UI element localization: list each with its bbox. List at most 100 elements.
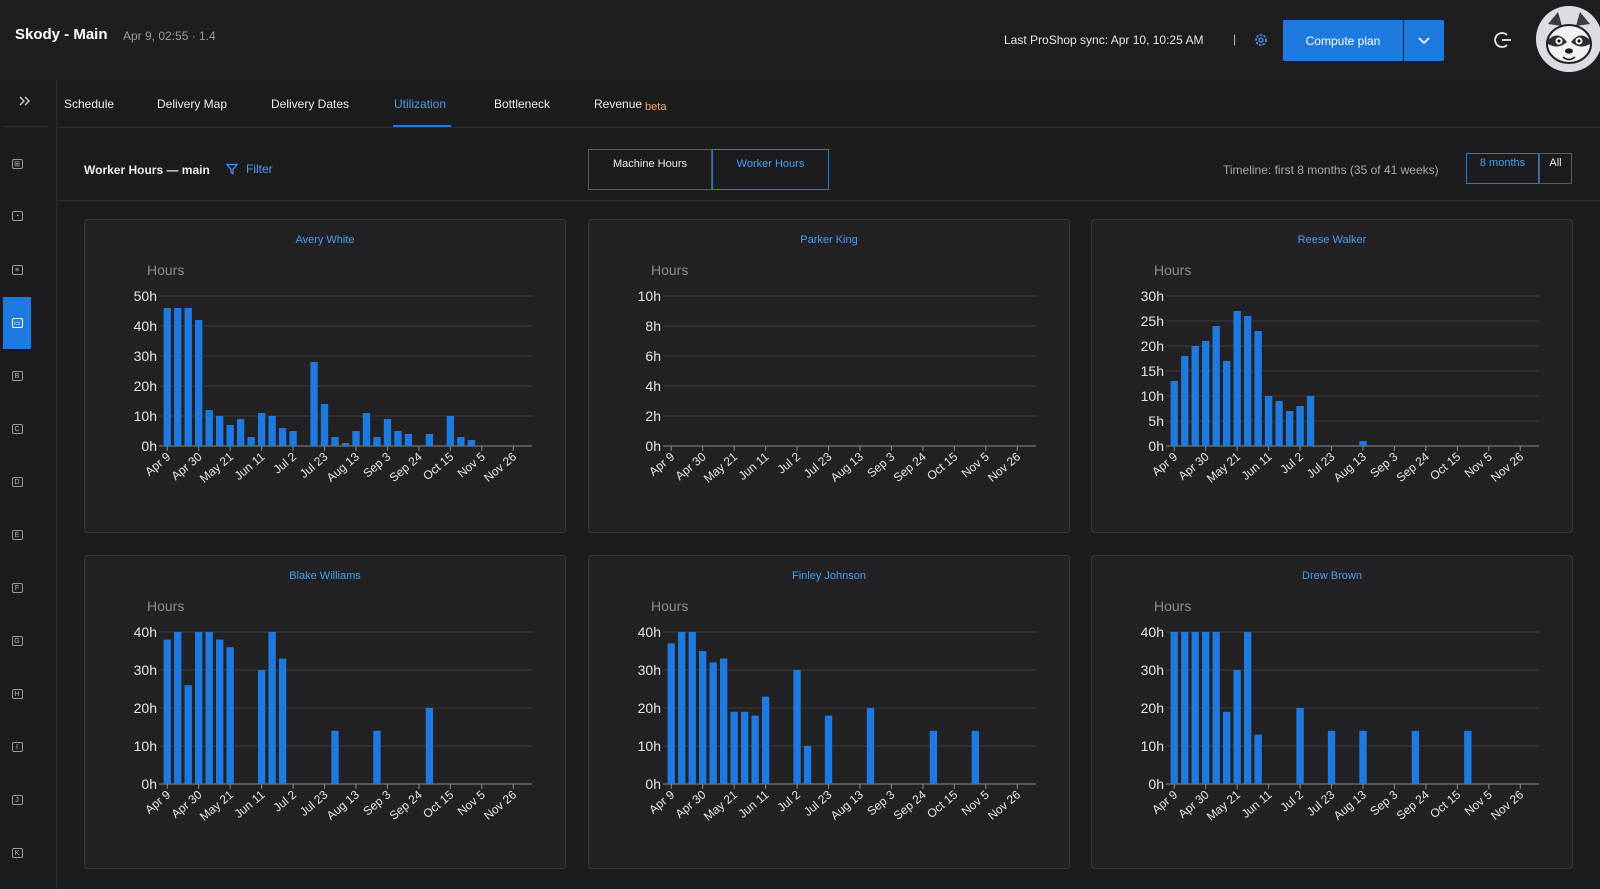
bar[interactable]	[1233, 670, 1241, 784]
bar[interactable]	[184, 685, 192, 784]
bar[interactable]	[688, 632, 696, 784]
bar[interactable]	[761, 696, 770, 784]
sidebar-item-g[interactable]: G	[3, 615, 31, 667]
tab-bottleneck[interactable]: Bottleneck	[494, 97, 551, 111]
bar[interactable]	[257, 413, 266, 446]
sidebar-item-j[interactable]: J	[3, 774, 31, 826]
bar[interactable]	[205, 632, 213, 784]
bar[interactable]	[1254, 331, 1262, 446]
bar[interactable]	[740, 711, 749, 784]
bar[interactable]	[1191, 346, 1199, 446]
sidebar-item-f[interactable]: F	[3, 562, 31, 614]
bar[interactable]	[174, 308, 182, 446]
bar[interactable]	[1170, 381, 1178, 446]
bar[interactable]	[667, 643, 675, 784]
range-all-button[interactable]: All	[1539, 153, 1572, 184]
sidebar-item-c[interactable]: C	[3, 403, 31, 455]
sidebar-item-e[interactable]: E	[3, 509, 31, 561]
compute-plan-button[interactable]: Compute plan	[1283, 20, 1403, 61]
tab-delivery-dates[interactable]: Delivery Dates	[271, 97, 350, 111]
bar[interactable]	[195, 632, 203, 784]
bar[interactable]	[1275, 401, 1283, 446]
sidebar-item-b[interactable]: B	[3, 350, 31, 402]
bar[interactable]	[1212, 632, 1220, 784]
bar[interactable]	[1202, 341, 1210, 446]
bar[interactable]	[425, 708, 434, 784]
bar[interactable]	[352, 431, 360, 446]
bar[interactable]	[268, 416, 276, 446]
bar[interactable]	[866, 708, 875, 784]
bar[interactable]	[1285, 411, 1294, 446]
bar[interactable]	[971, 730, 979, 784]
sidebar-item-d[interactable]: D	[3, 456, 31, 508]
bar[interactable]	[226, 647, 234, 784]
bar[interactable]	[226, 425, 234, 446]
bar[interactable]	[174, 632, 182, 784]
compute-plan-dropdown[interactable]	[1404, 20, 1444, 61]
expand-sidebar-icon[interactable]	[18, 94, 32, 108]
bar[interactable]	[1170, 632, 1178, 784]
bar[interactable]	[1254, 734, 1262, 784]
tab-delivery-map[interactable]: Delivery Map	[157, 97, 228, 111]
bar[interactable]	[1464, 730, 1472, 784]
bar[interactable]	[310, 362, 318, 446]
machine-hours-toggle[interactable]: Machine Hours	[588, 149, 712, 190]
bar[interactable]	[1243, 316, 1252, 446]
bar[interactable]	[1181, 632, 1189, 784]
bar[interactable]	[1191, 632, 1199, 784]
bar[interactable]	[751, 715, 759, 784]
bar[interactable]	[1296, 708, 1304, 784]
bar[interactable]	[268, 632, 276, 784]
bar[interactable]	[1264, 396, 1273, 446]
bar[interactable]	[373, 437, 381, 446]
bar[interactable]	[205, 410, 213, 446]
worker-hours-toggle[interactable]: Worker Hours	[712, 149, 829, 190]
bar[interactable]	[824, 715, 833, 784]
bar[interactable]	[1359, 441, 1367, 446]
sidebar-item-i[interactable]: I	[3, 721, 31, 773]
bar[interactable]	[404, 434, 413, 446]
sidebar-item-cart[interactable]: ⊞	[3, 138, 31, 190]
avatar[interactable]	[1536, 6, 1600, 72]
bar[interactable]	[195, 320, 203, 446]
bar[interactable]	[216, 416, 224, 446]
bar[interactable]	[289, 431, 297, 446]
bar[interactable]	[163, 308, 171, 446]
bar[interactable]	[1327, 730, 1336, 784]
bar[interactable]	[362, 413, 371, 446]
bar[interactable]	[730, 711, 738, 784]
bar[interactable]	[699, 651, 707, 784]
bar[interactable]	[278, 428, 287, 446]
bar[interactable]	[247, 437, 255, 446]
sidebar-item-calendar[interactable]: ▭	[3, 297, 31, 349]
bar[interactable]	[1212, 326, 1220, 446]
bar[interactable]	[425, 434, 434, 446]
bar[interactable]	[383, 419, 392, 446]
bar[interactable]	[457, 437, 465, 446]
bar[interactable]	[216, 639, 224, 784]
bar[interactable]	[1233, 311, 1241, 446]
bar[interactable]	[709, 662, 717, 784]
bar[interactable]	[678, 632, 686, 784]
bar[interactable]	[1296, 406, 1304, 446]
bar[interactable]	[320, 404, 329, 446]
bar[interactable]	[341, 443, 350, 446]
bar[interactable]	[163, 639, 171, 784]
bar[interactable]	[1202, 632, 1210, 784]
bar[interactable]	[1223, 711, 1231, 784]
bar[interactable]	[929, 730, 938, 784]
bar[interactable]	[331, 730, 339, 784]
sidebar-item-h[interactable]: H	[3, 668, 31, 720]
bar[interactable]	[394, 431, 402, 446]
bar[interactable]	[236, 419, 245, 446]
filter-button[interactable]: Filter	[226, 162, 273, 176]
bar[interactable]	[446, 416, 455, 446]
bar[interactable]	[1181, 356, 1189, 446]
bar[interactable]	[257, 670, 266, 784]
bar[interactable]	[1411, 730, 1420, 784]
bar[interactable]	[1359, 730, 1367, 784]
bar[interactable]	[373, 730, 381, 784]
bar[interactable]	[278, 658, 287, 784]
bar[interactable]	[467, 440, 475, 446]
bar[interactable]	[184, 308, 192, 446]
